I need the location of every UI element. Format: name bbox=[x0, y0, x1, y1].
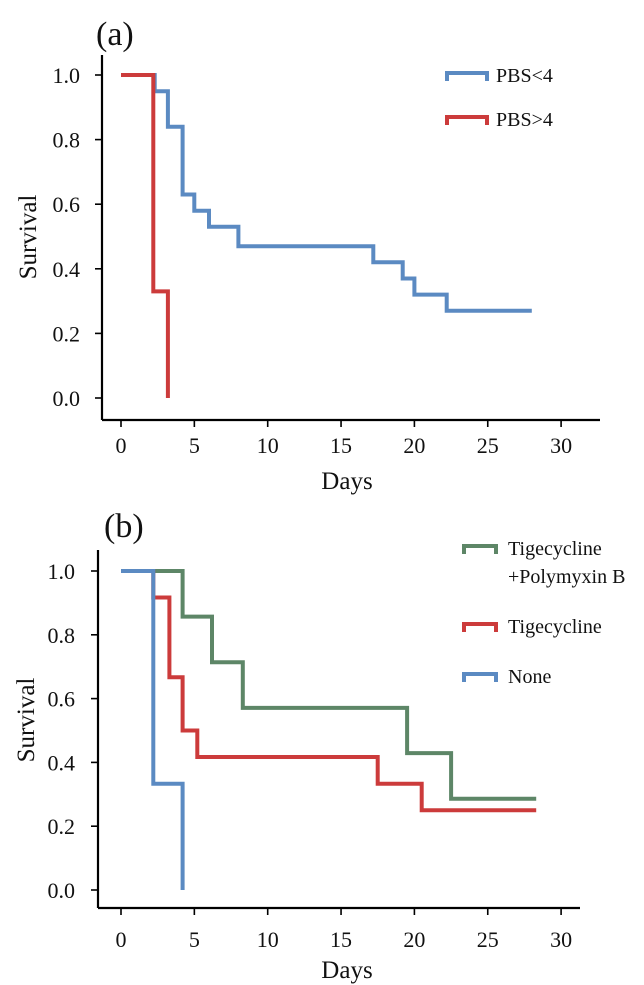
panel-label: (b) bbox=[104, 508, 144, 545]
x-tick-label: 20 bbox=[403, 433, 425, 458]
x-axis-title: Days bbox=[321, 957, 372, 984]
y-tick-label: 0.6 bbox=[48, 687, 76, 712]
legend-label: Tigecycline bbox=[508, 616, 602, 638]
panel-label: (a) bbox=[96, 16, 134, 53]
y-tick-label: 1.0 bbox=[48, 559, 76, 584]
y-tick-label: 0.2 bbox=[48, 814, 76, 839]
y-tick-label: 0.0 bbox=[48, 878, 76, 903]
legend-swatch bbox=[462, 544, 498, 554]
x-tick-label: 25 bbox=[477, 927, 499, 952]
x-tick-label: 15 bbox=[330, 927, 352, 952]
y-tick-label: 0.0 bbox=[53, 386, 81, 411]
y-tick-label: 0.4 bbox=[53, 257, 81, 282]
survival-curve bbox=[121, 569, 537, 801]
x-axis-title: Days bbox=[321, 468, 372, 495]
x-tick-label: 20 bbox=[403, 927, 425, 952]
legend-label: None bbox=[508, 666, 551, 688]
legend-swatch bbox=[462, 622, 498, 632]
legend-swatch bbox=[445, 71, 489, 81]
y-axis-title: Survival bbox=[15, 195, 42, 280]
x-tick-label: 30 bbox=[550, 927, 572, 952]
x-tick-label: 0 bbox=[116, 927, 127, 952]
y-tick-label: 1.0 bbox=[53, 63, 81, 88]
legend-swatch bbox=[445, 115, 489, 125]
legend-swatch bbox=[462, 672, 498, 682]
x-tick-label: 5 bbox=[189, 927, 200, 952]
y-tick-label: 0.8 bbox=[53, 128, 81, 153]
x-tick-label: 0 bbox=[116, 433, 127, 458]
x-tick-label: 15 bbox=[330, 433, 352, 458]
x-tick-label: 25 bbox=[477, 433, 499, 458]
survival-curve bbox=[121, 569, 537, 813]
chart-panel-b: (b) 0 5 10 15 20 25 30 0.0 0.2 0.4 0.6 0.8 1.0 Days Sur… bbox=[13, 508, 625, 984]
legend-label: Tigecycline bbox=[508, 538, 602, 560]
y-tick-label: 0.4 bbox=[48, 750, 76, 775]
legend: Tigecycline +Polymyxin B Tigecycline None bbox=[462, 538, 625, 688]
y-tick-label: 0.8 bbox=[48, 623, 76, 648]
x-tick-label: 10 bbox=[257, 433, 279, 458]
legend-label: PBS<4 bbox=[496, 65, 553, 87]
x-tick-label: 30 bbox=[550, 433, 572, 458]
legend-label: PBS>4 bbox=[496, 109, 553, 131]
y-tick-label: 0.2 bbox=[53, 321, 81, 346]
survival-curve bbox=[121, 569, 185, 890]
x-tick-label: 5 bbox=[189, 433, 200, 458]
y-tick-label: 0.6 bbox=[53, 192, 81, 217]
legend-label: +Polymyxin B bbox=[508, 566, 625, 588]
survival-curve bbox=[121, 73, 170, 398]
legend: PBS<4 PBS>4 bbox=[445, 65, 553, 131]
x-tick-label: 10 bbox=[257, 927, 279, 952]
y-axis-title: Survival bbox=[13, 678, 40, 763]
chart-panel-a: (a) 0 5 10 15 20 25 30 0.0 0.2 0.4 0.6 0.8 1.0 Days Sur… bbox=[15, 16, 600, 495]
survival-curve bbox=[121, 73, 532, 313]
